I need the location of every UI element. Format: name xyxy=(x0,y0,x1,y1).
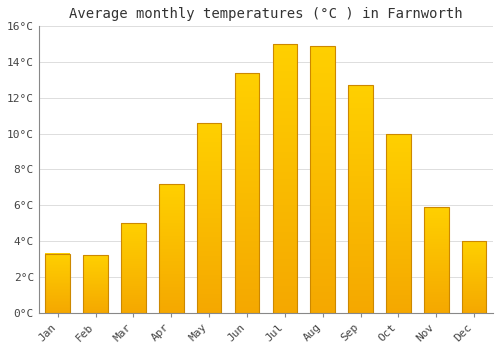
Bar xyxy=(348,85,373,313)
Bar xyxy=(424,207,448,313)
Bar xyxy=(197,123,222,313)
Bar xyxy=(272,44,297,313)
Bar xyxy=(46,254,70,313)
Bar xyxy=(462,241,486,313)
Bar xyxy=(84,256,108,313)
Bar xyxy=(386,134,410,313)
Title: Average monthly temperatures (°C ) in Farnworth: Average monthly temperatures (°C ) in Fa… xyxy=(69,7,462,21)
Bar xyxy=(234,73,260,313)
Bar xyxy=(310,46,335,313)
Bar xyxy=(121,223,146,313)
Bar xyxy=(159,184,184,313)
